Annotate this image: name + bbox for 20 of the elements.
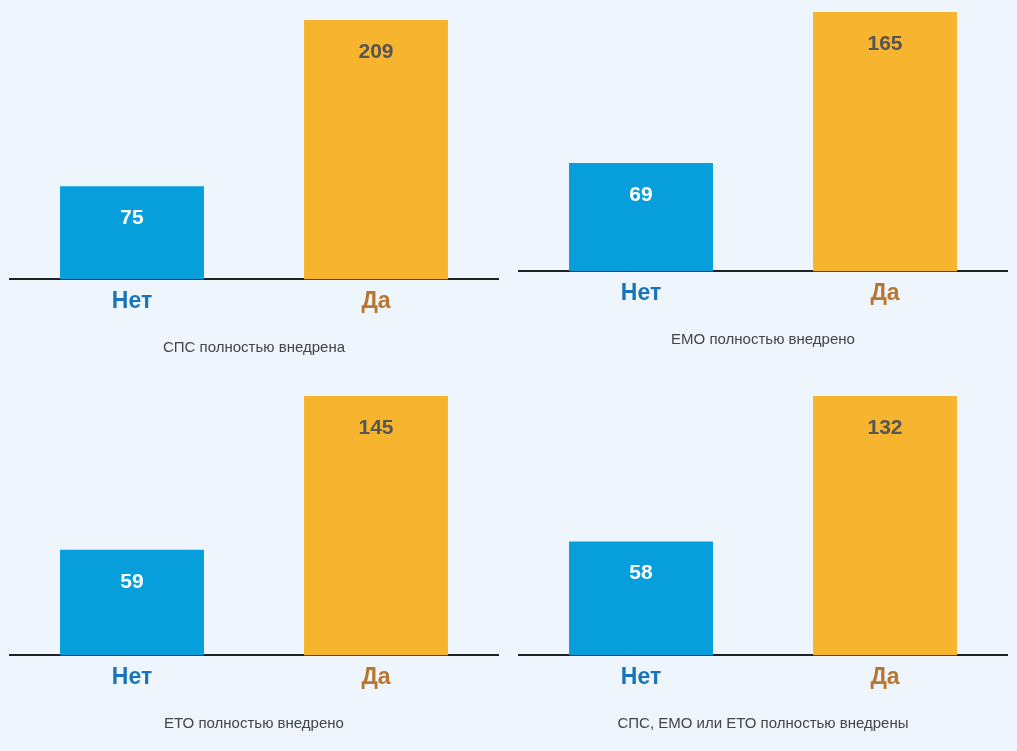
x-tick-label: Да xyxy=(870,662,900,689)
x-tick-label: Нет xyxy=(111,662,153,689)
x-tick-label: Нет xyxy=(620,278,662,305)
data-label: 69 xyxy=(629,181,653,205)
data-label: 75 xyxy=(120,205,144,229)
data-label: 145 xyxy=(358,414,394,438)
data-label: 165 xyxy=(867,30,903,54)
x-tick-label: Нет xyxy=(620,662,662,689)
data-label: 59 xyxy=(120,568,144,592)
data-label: 209 xyxy=(358,38,394,62)
x-axis-title: ЕТО полностью внедрено xyxy=(164,714,344,732)
data-label: 58 xyxy=(629,560,653,584)
data-label: 132 xyxy=(867,414,903,438)
x-axis-title: СПС полностью внедрена xyxy=(162,338,346,356)
x-tick-label: Да xyxy=(361,662,391,689)
x-axis-title: ЕМО полностью внедрено xyxy=(671,330,855,348)
x-tick-label: Да xyxy=(361,286,391,313)
x-tick-label: Нет xyxy=(111,286,153,313)
x-axis-title: СПС, ЕМО или ЕТО полностью внедрены xyxy=(617,714,909,732)
x-tick-label: Да xyxy=(870,278,900,305)
